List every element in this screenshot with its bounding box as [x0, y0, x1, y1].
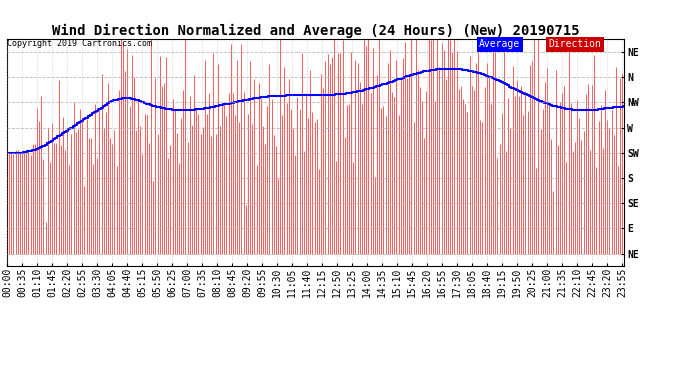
Text: Average: Average [480, 39, 520, 50]
Title: Wind Direction Normalized and Average (24 Hours) (New) 20190715: Wind Direction Normalized and Average (2… [52, 24, 580, 38]
Text: Copyright 2019 Cartronics.com: Copyright 2019 Cartronics.com [7, 39, 152, 48]
Text: Direction: Direction [549, 39, 602, 50]
